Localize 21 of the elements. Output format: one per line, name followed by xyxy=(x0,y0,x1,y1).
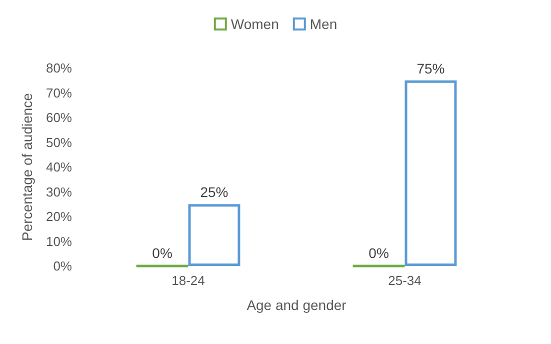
bar xyxy=(188,204,240,266)
y-axis-title: Percentage of audience xyxy=(19,92,35,241)
data-label: 25% xyxy=(200,184,228,200)
x-tick-label: 25-34 xyxy=(388,273,422,288)
y-tick-label: 70% xyxy=(46,85,72,100)
data-label: 0% xyxy=(152,244,172,261)
x-axis-title: Age and gender xyxy=(246,297,347,313)
legend-label: Women xyxy=(230,16,279,32)
y-tick-label: 30% xyxy=(46,184,72,200)
x-tick-label: 18-24 xyxy=(172,273,205,288)
y-tick-label: 20% xyxy=(46,209,72,224)
y-tick-label: 80% xyxy=(46,60,72,76)
y-tick-label: 10% xyxy=(46,234,72,249)
y-tick-label: 50% xyxy=(46,134,72,150)
data-label: 75% xyxy=(416,60,445,76)
y-tick-label: 60% xyxy=(46,110,72,125)
legend-label: Men xyxy=(310,16,338,32)
y-tick-label: 0% xyxy=(53,258,72,274)
y-tick-label: 40% xyxy=(46,160,72,174)
data-label: 0% xyxy=(368,244,389,261)
bar xyxy=(404,80,457,266)
